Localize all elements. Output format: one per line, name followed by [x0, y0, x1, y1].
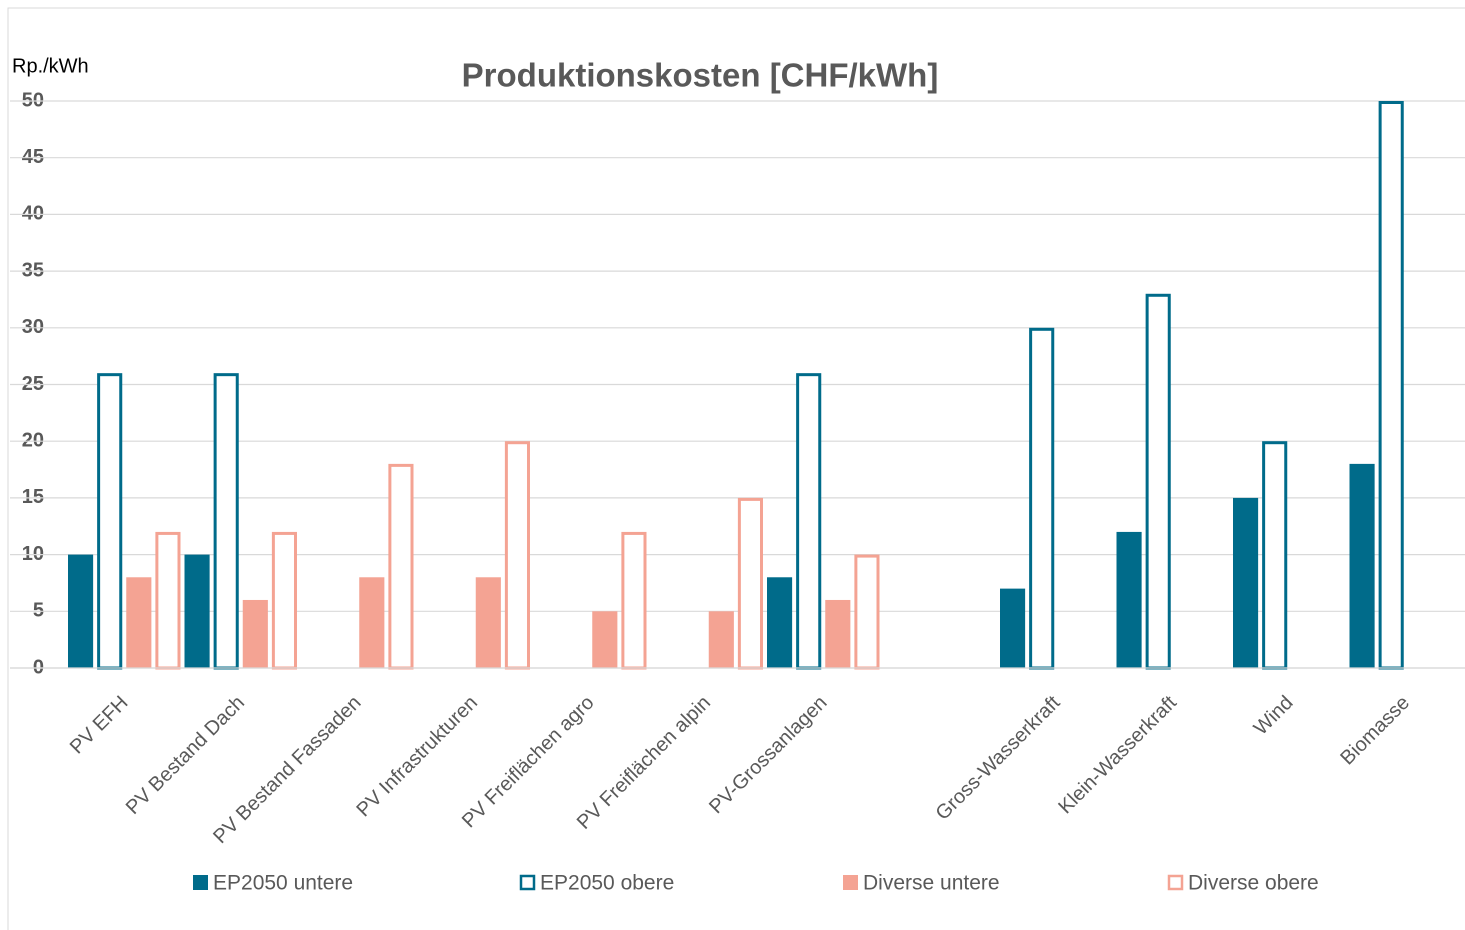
bar [737, 497, 763, 670]
x-tick-label: PV-Grossanlagen [705, 692, 831, 818]
legend-label: EP2050 obere [540, 872, 674, 895]
bar [213, 373, 239, 670]
x-tick-label: Gross-Wasserkraft [932, 691, 1065, 824]
bar [359, 577, 385, 668]
bar [388, 463, 414, 670]
y-tick-label: 20 [22, 429, 44, 451]
bar [97, 373, 123, 670]
legend-swatch [193, 875, 208, 890]
bar [68, 554, 94, 668]
bar [1000, 588, 1026, 668]
legend-label: EP2050 untere [213, 872, 353, 895]
bar [1029, 327, 1055, 670]
chart-frame [7, 7, 1465, 930]
bar [271, 531, 297, 670]
x-tick-label: PV Bestand Dach [122, 692, 249, 819]
bar [825, 599, 851, 668]
y-tick-label: 30 [22, 316, 44, 338]
x-tick-label: PV Freiflächen alpin [573, 692, 715, 834]
bar [126, 577, 152, 668]
bar [767, 577, 793, 668]
y-tick-label: 25 [22, 373, 44, 395]
y-tick-label: 50 [22, 89, 44, 111]
y-tick-label: 35 [22, 259, 44, 281]
bar [854, 554, 880, 670]
bar [242, 599, 268, 668]
legend-swatch [1167, 874, 1184, 891]
bar [1145, 293, 1171, 670]
bar [592, 611, 618, 668]
legend-label: Diverse untere [863, 872, 1000, 895]
x-tick-label: PV Freiflächen agro [458, 692, 599, 833]
legend-label: Diverse obere [1188, 872, 1319, 895]
bar [504, 441, 530, 670]
y-axis-label: Rp./kWh [12, 55, 89, 77]
y-tick-label: 5 [33, 600, 44, 622]
y-tick-label: 0 [33, 656, 44, 678]
x-tick-label: Biomasse [1336, 692, 1414, 770]
bar [155, 531, 181, 670]
x-tick-label: Wind [1250, 692, 1298, 740]
x-tick-label: PV Infrastrukturen [352, 692, 482, 822]
y-tick-label: 45 [22, 146, 44, 168]
bar [1378, 101, 1404, 670]
bar [1262, 441, 1288, 670]
bar [475, 577, 501, 668]
legend-swatch [843, 875, 858, 890]
x-tick-label: PV EFH [66, 692, 133, 759]
y-tick-label: 10 [22, 543, 44, 565]
bar [621, 531, 647, 670]
bar [1233, 497, 1259, 668]
bar [1349, 463, 1375, 668]
y-tick-label: 40 [22, 203, 44, 225]
bar [708, 611, 734, 668]
bar [1116, 531, 1142, 668]
bar [796, 373, 822, 670]
x-tick-label: Klein-Wasserkraft [1054, 691, 1181, 818]
legend-swatch [519, 874, 536, 891]
chart-title: Produktionskosten [CHF/kWh] [462, 57, 939, 94]
y-tick-label: 15 [22, 486, 44, 508]
bar [184, 554, 210, 668]
